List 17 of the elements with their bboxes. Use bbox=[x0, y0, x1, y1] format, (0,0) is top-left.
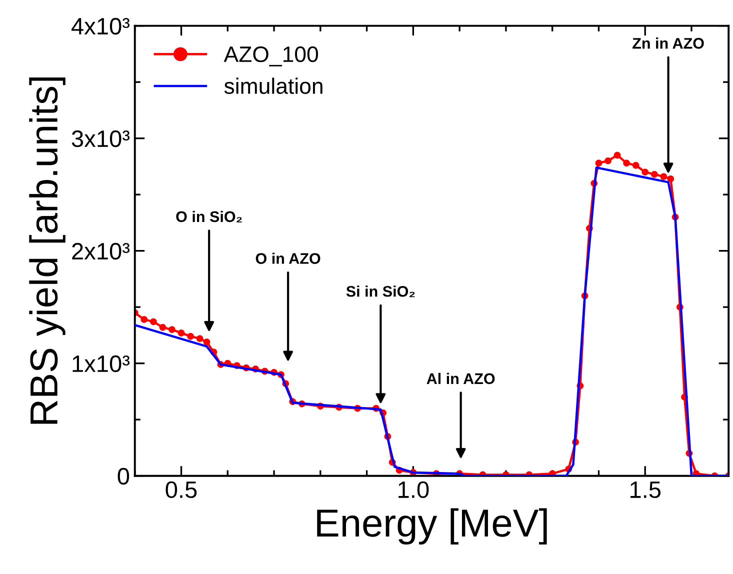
x-tick-label: 1.5 bbox=[630, 482, 661, 498]
y-tick-label: 0 bbox=[118, 468, 130, 485]
y-tick-label: 3x10³ bbox=[72, 130, 130, 148]
y-tick-label: 4x10³ bbox=[71, 18, 130, 35]
x-axis-title: Energy [MeV] bbox=[317, 508, 547, 545]
annotation: Si in SiO₂ bbox=[346, 286, 415, 298]
annotation: O in AZO bbox=[256, 252, 320, 264]
y-tick-label: 1x10³ bbox=[72, 355, 130, 372]
annotation: Al in AZO bbox=[426, 372, 495, 384]
legend-label: AZO_100 bbox=[224, 46, 318, 66]
y-tick-label: 2x10³ bbox=[72, 242, 130, 260]
x-tick-label: 0.5 bbox=[166, 481, 197, 498]
x-tick-label: 1.0 bbox=[398, 481, 429, 498]
y-axis-title: RBS yield [arb.units] bbox=[29, 77, 66, 424]
legend-label: simulation bbox=[224, 78, 322, 94]
annotation: O in SiO₂ bbox=[176, 210, 242, 222]
annotation: Zn in AZO bbox=[632, 38, 704, 49]
